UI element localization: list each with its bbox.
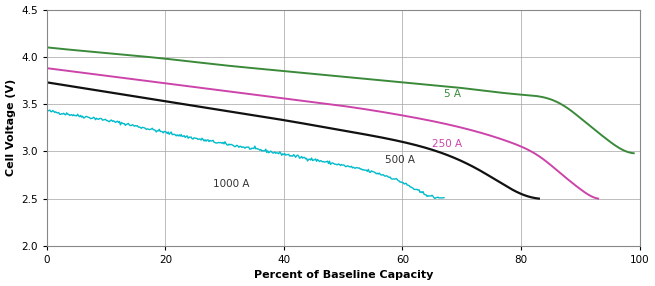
- X-axis label: Percent of Baseline Capacity: Percent of Baseline Capacity: [253, 271, 433, 281]
- Text: 500 A: 500 A: [384, 155, 415, 165]
- Text: 1000 A: 1000 A: [213, 179, 250, 189]
- Text: 250 A: 250 A: [432, 139, 462, 149]
- Text: 5 A: 5 A: [444, 90, 461, 100]
- Y-axis label: Cell Voltage (V): Cell Voltage (V): [5, 79, 16, 176]
